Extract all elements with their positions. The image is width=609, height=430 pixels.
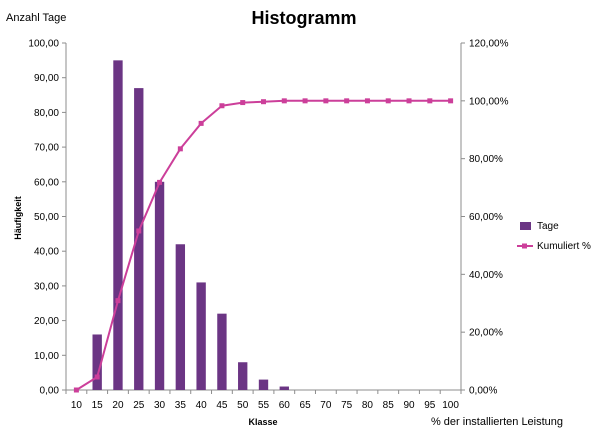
point-kumuliert-80 — [364, 98, 370, 104]
y-tick-label: 50,00 — [34, 212, 59, 223]
y2-tick-label: 80,00% — [469, 154, 503, 165]
y-tick-label: 10,00 — [34, 351, 59, 362]
legend-label-tage: Tage — [537, 221, 559, 232]
point-kumuliert-60 — [281, 98, 287, 104]
point-kumuliert-65 — [302, 98, 308, 104]
y2-tick-label: 100,00% — [469, 96, 509, 107]
point-kumuliert-40 — [198, 120, 204, 126]
point-kumuliert-30 — [157, 179, 163, 185]
x-tick-label: 70 — [320, 400, 332, 411]
point-kumuliert-45 — [219, 103, 225, 109]
bar-tage-55 — [258, 379, 269, 390]
x-tick-label: 35 — [175, 400, 187, 411]
x-tick-label: 95 — [424, 400, 436, 411]
point-kumuliert-95 — [427, 98, 433, 104]
bar-tage-15 — [92, 334, 102, 390]
x-tick-label: 90 — [403, 400, 415, 411]
x-tick-label: 85 — [383, 400, 395, 411]
y-tick-label: 40,00 — [34, 247, 59, 258]
y-tick-label: 100,00 — [28, 39, 59, 50]
point-kumuliert-35 — [177, 146, 183, 152]
bar-tage-50 — [238, 362, 248, 390]
x-tick-label: 45 — [216, 400, 228, 411]
bar-tage-45 — [217, 313, 227, 390]
point-kumuliert-75 — [344, 98, 350, 104]
x-tick-label: 10 — [71, 400, 83, 411]
point-kumuliert-70 — [323, 98, 329, 104]
x-tick-label: 30 — [154, 400, 166, 411]
x-axis-caption: % der installierten Leistung — [431, 416, 563, 428]
point-kumuliert-100 — [448, 98, 454, 104]
y-tick-label: 30,00 — [34, 281, 59, 292]
y2-tick-label: 60,00% — [469, 212, 503, 223]
x-axis-title: Klasse — [248, 417, 277, 427]
y2-tick-label: 40,00% — [469, 270, 503, 281]
x-tick-label: 75 — [341, 400, 353, 411]
chart-title: Histogramm — [251, 8, 356, 28]
point-kumuliert-55 — [261, 99, 266, 105]
bar-tage-25 — [134, 88, 144, 391]
bar-tage-30 — [154, 181, 165, 390]
legend-swatch-tage — [520, 222, 531, 230]
y-tick-label: 90,00 — [34, 73, 59, 84]
y-tick-label: 60,00 — [34, 177, 59, 188]
x-tick-label: 55 — [258, 400, 270, 411]
point-kumuliert-15 — [94, 374, 100, 380]
bar-tage-35 — [175, 244, 186, 390]
x-tick-label: 15 — [92, 400, 104, 411]
x-tick-label: 100 — [442, 400, 459, 411]
y-axis-title: Häufigkeit — [13, 196, 23, 240]
left-axis-caption: Anzahl Tage — [6, 12, 66, 24]
point-kumuliert-50 — [240, 100, 246, 106]
x-tick-label: 40 — [196, 400, 208, 411]
x-tick-label: 60 — [279, 400, 291, 411]
y2-tick-label: 120,00% — [469, 39, 509, 50]
y2-tick-label: 20,00% — [469, 328, 503, 339]
y-tick-label: 80,00 — [34, 108, 59, 119]
x-tick-label: 80 — [362, 400, 374, 411]
bar-tage-60 — [279, 386, 289, 390]
x-tick-label: 65 — [300, 400, 312, 411]
legend: Tage Kumuliert % — [517, 221, 591, 252]
x-tick-label: 25 — [133, 400, 145, 411]
series-line-kumuliert — [75, 99, 451, 391]
y-tick-label: 20,00 — [34, 316, 59, 327]
y-tick-label: 0,00 — [40, 386, 60, 397]
x-tick-label: 50 — [237, 400, 249, 411]
plot-area: 0,00 10,00 20,00 30,00 40,00 50,00 60,00 70,00 8… — [28, 39, 508, 412]
point-kumuliert-90 — [406, 98, 412, 104]
y-tick-label: 70,00 — [34, 143, 59, 154]
point-kumuliert-25 — [136, 228, 142, 234]
x-tick-label: 20 — [112, 400, 124, 411]
point-kumuliert-10 — [73, 387, 79, 393]
y2-tick-label: 0,00% — [469, 386, 497, 397]
legend-label-kumuliert: Kumuliert % — [537, 241, 591, 252]
point-kumuliert-85 — [385, 98, 391, 104]
point-kumuliert-20 — [115, 298, 121, 304]
legend-marker-kumuliert — [522, 243, 527, 249]
bar-tage-20 — [113, 60, 123, 390]
bar-tage-40 — [196, 282, 206, 390]
